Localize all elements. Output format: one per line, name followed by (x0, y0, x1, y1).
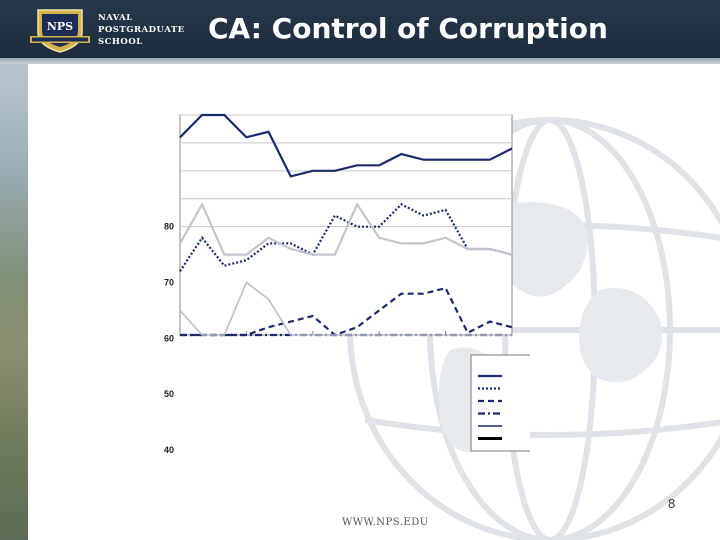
slide-title: CA: Control of Corruption (208, 12, 608, 45)
logo-line-postgraduate: POSTGRADUATE (98, 25, 185, 35)
y-tick-label: 60 (164, 333, 174, 343)
series-line-6 (179, 281, 512, 336)
logo-wordmark: NAVAL POSTGRADUATE SCHOOL (98, 12, 185, 48)
sidebar-photo-strip (0, 62, 28, 540)
logo-line-school: SCHOOL (98, 37, 143, 47)
y-tick-label: 70 (164, 278, 174, 288)
y-tick-label: 40 (164, 445, 174, 455)
chart-legend (470, 354, 530, 452)
footer-url: WWW.NPS.EDU (342, 517, 429, 528)
series-line-1 (179, 113, 513, 178)
header-divider (0, 58, 720, 64)
series-lines (179, 113, 513, 337)
y-tick-labels: 80 70 60 50 40 (164, 222, 174, 455)
header-bar: NPS NAVAL POSTGRADUATE SCHOOL CA: Contro… (0, 0, 720, 62)
y-tick-label: 50 (164, 389, 174, 399)
badge-text: NPS (47, 20, 73, 33)
page-number: 8 (668, 496, 676, 511)
series-line-5 (179, 201, 513, 256)
grid-lines (180, 114, 512, 228)
logo-line-naval: NAVAL (98, 13, 133, 23)
line-chart: 80 70 60 50 40 (164, 113, 530, 455)
plot-area (179, 114, 513, 336)
y-tick-label: 80 (164, 222, 174, 232)
legend-box (470, 354, 530, 452)
nps-shield-icon: NPS (30, 9, 90, 53)
